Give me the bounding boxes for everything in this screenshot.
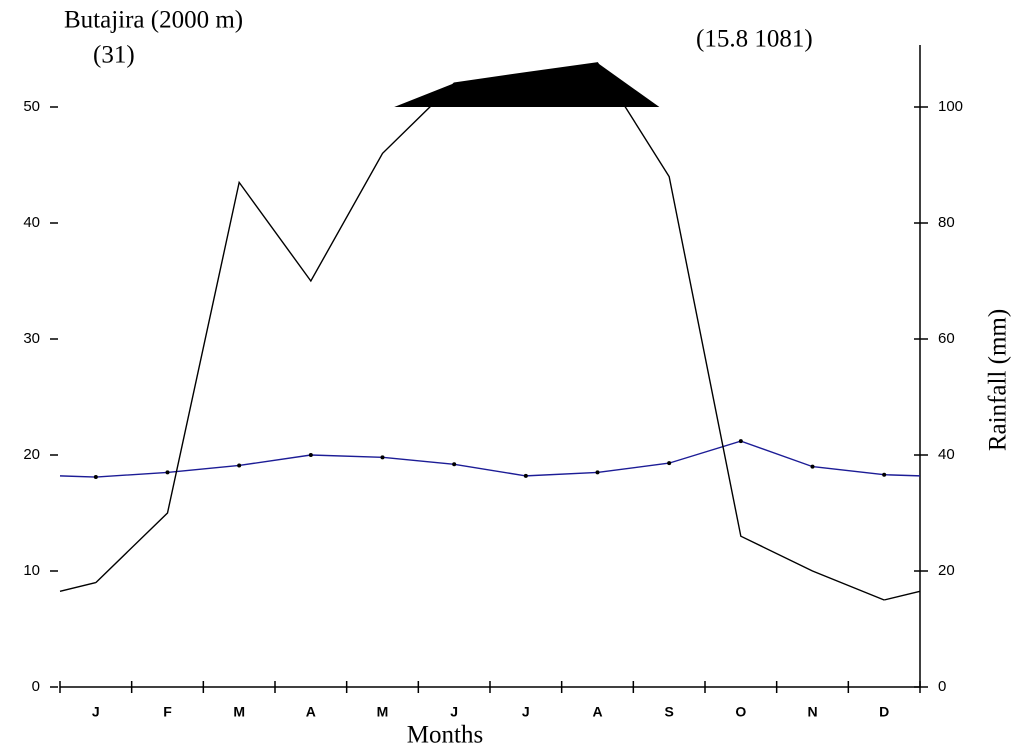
y-tick-label: 20: [23, 446, 40, 463]
x-tick-label: A: [306, 704, 316, 720]
edge-segment: [884, 590, 921, 601]
y-tick-label: 40: [23, 214, 40, 231]
x-tick-label: J: [450, 704, 458, 720]
rainfall-line: [95, 62, 885, 601]
temperature-point: [810, 464, 815, 469]
x-tick-label: M: [377, 704, 389, 720]
y-tick-label: 0: [32, 678, 40, 695]
x-tick-label: N: [807, 704, 817, 720]
y2-tick-label: 100: [938, 98, 963, 115]
surplus-fill: [394, 62, 660, 107]
y2-tick-label: 20: [938, 562, 955, 579]
y2-tick-label: 40: [938, 446, 955, 463]
y2-tick-label: 80: [938, 214, 955, 231]
edge-segment: [884, 474, 921, 477]
temperature-point: [165, 470, 170, 475]
annotation: (15.8 1081): [696, 26, 813, 53]
temperature-point: [882, 472, 887, 477]
temperature-line: [95, 440, 885, 478]
x-tick-label: J: [522, 704, 530, 720]
x-tick-label: O: [735, 704, 746, 720]
temperature-point: [523, 473, 528, 478]
temperature-point: [308, 453, 313, 457]
y2-tick-label: 0: [938, 678, 946, 695]
temperature-point: [93, 475, 98, 480]
edge-segment: [59, 581, 96, 592]
chart-title: Butajira (2000 m): [64, 7, 243, 34]
temperature-point: [667, 461, 672, 466]
x-tick-label: S: [664, 704, 673, 720]
y-tick-label: 30: [23, 330, 40, 347]
x-tick-label: J: [92, 704, 100, 720]
x-tick-label: A: [592, 704, 602, 720]
x-tick-label: F: [163, 704, 172, 720]
temperature-point: [237, 463, 242, 468]
y2-tick-label: 60: [938, 330, 955, 347]
temperature-point: [380, 455, 385, 460]
temperature-point: [738, 439, 743, 444]
x-tick-label: D: [879, 704, 889, 720]
x-tick-label: M: [233, 704, 245, 720]
temperature-point: [595, 470, 600, 475]
y-tick-label: 50: [23, 98, 40, 115]
y2-axis-title: Rainfall (mm): [985, 309, 1012, 451]
x-axis-title: Months: [407, 722, 483, 749]
chart-subtitle: (31): [93, 42, 135, 69]
y-tick-label: 10: [23, 562, 40, 579]
edge-segment: [59, 475, 96, 478]
temperature-point: [452, 462, 457, 467]
